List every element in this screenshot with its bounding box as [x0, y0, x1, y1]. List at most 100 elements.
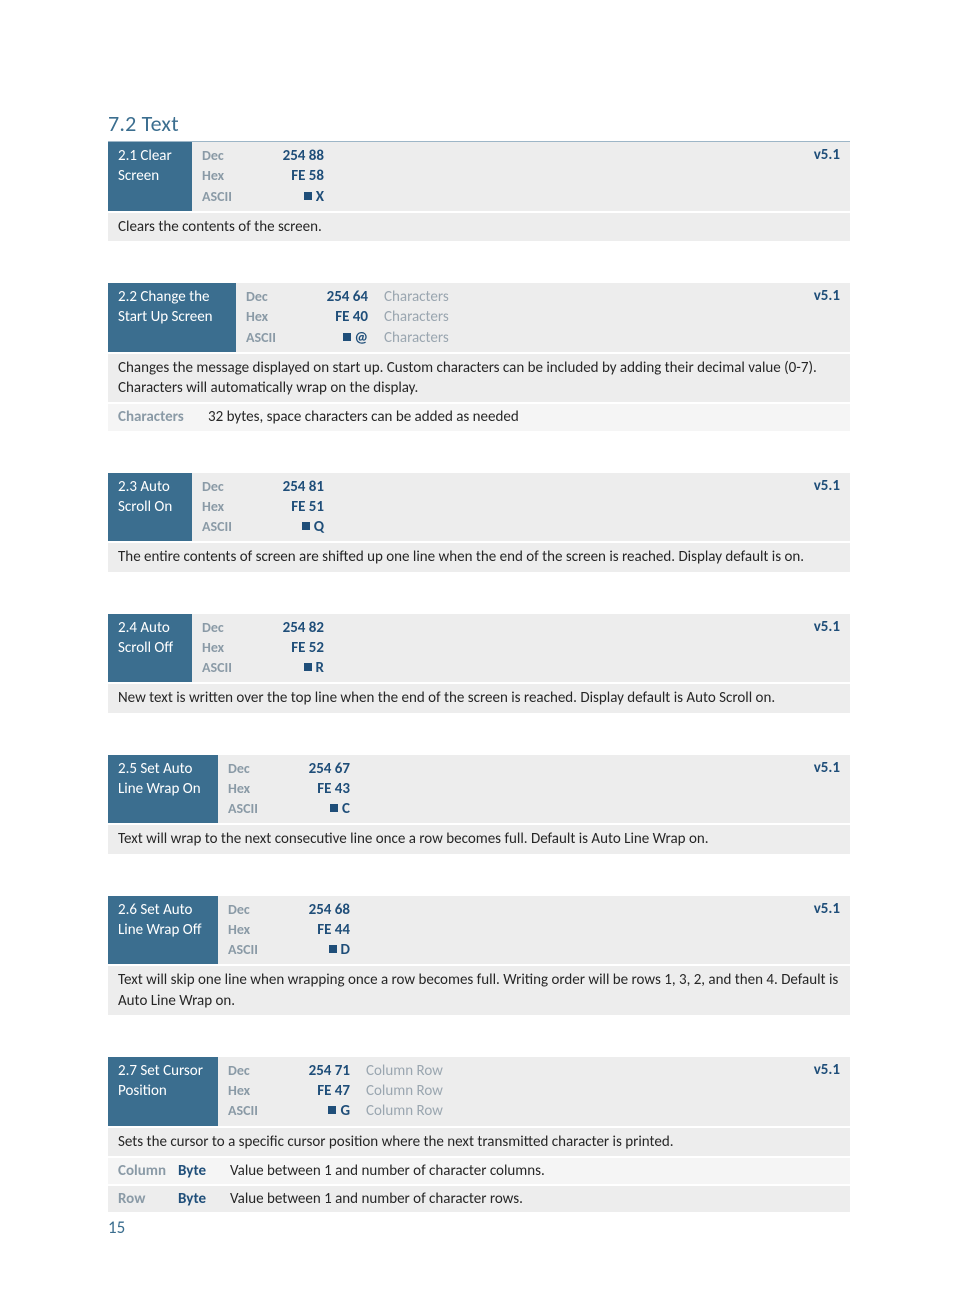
encoding-value: C [286, 799, 350, 819]
command-description: Sets the cursor to a specific cursor pos… [108, 1126, 850, 1156]
command-block: 2.2 Change the Start Up Screen v5.1 Dec … [108, 283, 850, 431]
encoding-value: G [286, 1101, 350, 1121]
encoding-value: 254 81 [260, 477, 324, 497]
encoding-label: Dec [228, 760, 286, 779]
encoding-args: Characters [384, 328, 449, 348]
encoding-label: Dec [202, 147, 260, 166]
page-number: 15 [108, 1217, 125, 1238]
encoding-row-ascii: ASCII C [228, 799, 840, 819]
param-desc: 32 bytes, space characters can be added … [202, 404, 850, 430]
commands-container: 2.1 Clear Screen v5.1 Dec 254 88 Hex FE … [108, 142, 850, 1212]
encoding-row-hex: Hex FE 52 [202, 638, 840, 658]
encoding-value: X [260, 187, 324, 207]
encoding-label: ASCII [228, 1102, 286, 1121]
encoding-label: ASCII [202, 518, 260, 537]
encoding-row-hex: Hex FE 47 Column Row [228, 1081, 840, 1101]
encoding-label: ASCII [202, 659, 260, 678]
encoding-value: Q [260, 517, 324, 537]
encoding-value: 254 67 [286, 759, 350, 779]
encoding-label: Hex [228, 921, 286, 940]
encoding-row-ascii: ASCII @ Characters [246, 328, 840, 348]
command-title: 2.1 Clear Screen [108, 142, 192, 211]
encoding-row-ascii: ASCII X [202, 187, 840, 207]
command-title: 2.5 Set Auto Line Wrap On [108, 755, 218, 824]
command-block: 2.7 Set Cursor Position v5.1 Dec 254 71 … [108, 1057, 850, 1213]
command-title: 2.4 Auto Scroll Off [108, 614, 192, 683]
encoding-row-dec: Dec 254 88 [202, 146, 840, 166]
encoding-row-hex: Hex FE 40 Characters [246, 307, 840, 327]
encoding-args: Characters [384, 287, 449, 307]
encoding-label: ASCII [202, 188, 260, 207]
command-header: 2.5 Set Auto Line Wrap On v5.1 Dec 254 6… [108, 755, 850, 824]
command-title: 2.2 Change the Start Up Screen [108, 283, 236, 352]
encoding-value: 254 82 [260, 618, 324, 638]
encoding-row-dec: Dec 254 82 [202, 618, 840, 638]
encoding-row-dec: Dec 254 67 [228, 759, 840, 779]
encoding-row-dec: Dec 254 81 [202, 477, 840, 497]
encoding-value: 254 71 [286, 1061, 350, 1081]
command-block: 2.3 Auto Scroll On v5.1 Dec 254 81 Hex F… [108, 473, 850, 572]
command-description: Text will skip one line when wrapping on… [108, 964, 850, 1015]
param-type: Byte [178, 1158, 224, 1184]
encoding-value: FE 52 [260, 638, 324, 658]
param-name: Characters [108, 404, 202, 430]
encoding-row-ascii: ASCII R [202, 658, 840, 678]
command-header: 2.2 Change the Start Up Screen v5.1 Dec … [108, 283, 850, 352]
encoding-value: FE 44 [286, 920, 350, 940]
command-header: 2.6 Set Auto Line Wrap Off v5.1 Dec 254 … [108, 896, 850, 965]
param-type: Byte [178, 1186, 224, 1212]
command-description: Text will wrap to the next consecutive l… [108, 823, 850, 853]
param-row: Characters 32 bytes, space characters ca… [108, 402, 850, 430]
command-header-body: v5.1 Dec 254 82 Hex FE 52 ASCII R [192, 614, 850, 683]
encoding-row-hex: Hex FE 44 [228, 920, 840, 940]
command-header-body: v5.1 Dec 254 64 Characters Hex FE 40 Cha… [236, 283, 850, 352]
encoding-value: FE 51 [260, 497, 324, 517]
command-header-body: v5.1 Dec 254 71 Column Row Hex FE 47 Col… [218, 1057, 850, 1126]
encoding-label: Hex [228, 1082, 286, 1101]
command-title: 2.3 Auto Scroll On [108, 473, 192, 542]
param-row: Row Byte Value between 1 and number of c… [108, 1184, 850, 1212]
command-block: 2.1 Clear Screen v5.1 Dec 254 88 Hex FE … [108, 142, 850, 241]
command-header-body: v5.1 Dec 254 68 Hex FE 44 ASCII D [218, 896, 850, 965]
command-title: 2.6 Set Auto Line Wrap Off [108, 896, 218, 965]
command-header-body: v5.1 Dec 254 67 Hex FE 43 ASCII C [218, 755, 850, 824]
version-badge: v5.1 [814, 146, 840, 164]
encoding-label: Dec [202, 619, 260, 638]
encoding-row-ascii: ASCII G Column Row [228, 1101, 840, 1121]
encoding-args: Column Row [366, 1061, 443, 1081]
version-badge: v5.1 [814, 1061, 840, 1079]
encoding-value: FE 40 [304, 307, 368, 327]
encoding-row-hex: Hex FE 51 [202, 497, 840, 517]
command-block: 2.5 Set Auto Line Wrap On v5.1 Dec 254 6… [108, 755, 850, 854]
encoding-value: D [286, 940, 350, 960]
command-title: 2.7 Set Cursor Position [108, 1057, 218, 1126]
encoding-label: ASCII [228, 800, 286, 819]
encoding-value: 254 88 [260, 146, 324, 166]
encoding-args: Column Row [366, 1101, 443, 1121]
command-description: Changes the message displayed on start u… [108, 352, 850, 403]
section-title: 7.2 Text [108, 110, 850, 137]
encoding-value: R [260, 658, 324, 678]
encoding-label: Dec [228, 1062, 286, 1081]
page: 7.2 Text 2.1 Clear Screen v5.1 Dec 254 8… [0, 0, 954, 1294]
encoding-row-dec: Dec 254 68 [228, 900, 840, 920]
encoding-label: Hex [228, 780, 286, 799]
command-header-body: v5.1 Dec 254 81 Hex FE 51 ASCII Q [192, 473, 850, 542]
command-block: 2.6 Set Auto Line Wrap Off v5.1 Dec 254 … [108, 896, 850, 1015]
param-row: Column Byte Value between 1 and number o… [108, 1156, 850, 1184]
version-badge: v5.1 [814, 287, 840, 305]
command-header: 2.3 Auto Scroll On v5.1 Dec 254 81 Hex F… [108, 473, 850, 542]
encoding-value: 254 68 [286, 900, 350, 920]
encoding-value: 254 64 [304, 287, 368, 307]
version-badge: v5.1 [814, 477, 840, 495]
encoding-label: Hex [202, 498, 260, 517]
command-description: New text is written over the top line wh… [108, 682, 850, 712]
encoding-args: Characters [384, 307, 449, 327]
command-header: 2.1 Clear Screen v5.1 Dec 254 88 Hex FE … [108, 142, 850, 211]
version-badge: v5.1 [814, 900, 840, 918]
encoding-row-hex: Hex FE 58 [202, 166, 840, 186]
encoding-label: Dec [246, 288, 304, 307]
encoding-value: FE 47 [286, 1081, 350, 1101]
encoding-value: @ [304, 328, 368, 348]
version-badge: v5.1 [814, 618, 840, 636]
